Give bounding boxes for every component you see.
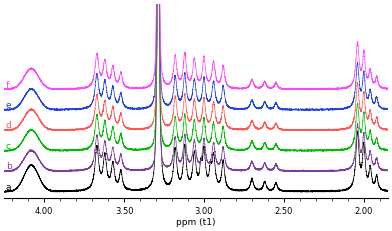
- X-axis label: ppm (t1): ppm (t1): [176, 218, 216, 227]
- Text: c: c: [6, 142, 11, 151]
- Text: f: f: [6, 81, 9, 90]
- Text: d: d: [6, 122, 11, 131]
- Text: a: a: [6, 183, 11, 192]
- Text: b: b: [6, 162, 11, 171]
- Text: e: e: [6, 101, 11, 110]
